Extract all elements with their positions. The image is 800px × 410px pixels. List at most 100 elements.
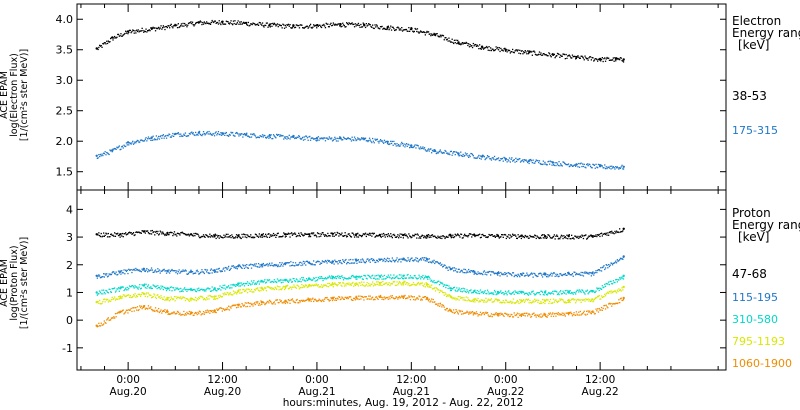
data-point (125, 287, 127, 289)
data-point (124, 273, 126, 275)
data-point (110, 273, 113, 276)
data-point (571, 274, 573, 276)
data-point (613, 233, 615, 235)
data-point (593, 274, 595, 276)
data-point (365, 296, 367, 298)
data-point (182, 269, 184, 271)
data-point (114, 148, 117, 150)
data-point (477, 271, 479, 273)
data-point (133, 142, 135, 144)
data-point (366, 258, 368, 260)
data-point (250, 304, 253, 306)
data-point (320, 26, 323, 29)
data-point (166, 134, 168, 137)
series-point (473, 289, 476, 293)
data-point (99, 155, 101, 158)
data-point (360, 259, 362, 261)
data-point (336, 297, 338, 299)
data-point (467, 297, 469, 299)
data-point (349, 234, 351, 237)
data-point (330, 232, 332, 234)
data-point (535, 299, 537, 302)
data-point (503, 48, 505, 50)
data-point (541, 291, 544, 293)
data-point (123, 144, 125, 146)
data-point (278, 236, 280, 238)
data-point (498, 159, 500, 162)
data-point (496, 48, 498, 50)
data-point (132, 296, 134, 298)
data-point (106, 318, 109, 320)
data-point (578, 162, 580, 165)
data-point (449, 233, 451, 236)
data-point (546, 274, 548, 276)
data-point (433, 259, 435, 261)
data-point (372, 281, 374, 283)
data-point (239, 23, 242, 25)
data-point (388, 143, 390, 146)
data-point (226, 134, 228, 137)
data-point (414, 284, 416, 286)
data-point (479, 47, 482, 50)
data-point (259, 135, 261, 137)
data-point (421, 147, 423, 149)
data-point (288, 262, 290, 264)
data-point (412, 235, 415, 237)
data-point (375, 139, 377, 141)
data-point (460, 233, 463, 236)
data-point (211, 134, 213, 136)
data-point (401, 233, 403, 235)
data-point (313, 24, 315, 26)
data-point (577, 289, 579, 291)
data-point (491, 157, 493, 159)
data-point (114, 296, 116, 298)
data-point (621, 59, 623, 62)
data-point (435, 152, 437, 155)
data-point (491, 271, 493, 273)
data-point (242, 136, 244, 138)
data-point (392, 144, 394, 146)
data-point (245, 266, 247, 268)
data-point (447, 310, 449, 312)
data-point (174, 289, 176, 291)
data-point (159, 27, 161, 29)
data-point (499, 314, 501, 316)
data-point (537, 54, 539, 56)
data-point (399, 233, 401, 235)
data-point (344, 26, 346, 28)
data-point (232, 284, 234, 286)
data-point (268, 302, 270, 304)
data-point (427, 298, 429, 301)
data-point (212, 296, 214, 298)
data-point (234, 237, 236, 239)
data-point (254, 265, 257, 267)
series-point (575, 55, 578, 59)
data-point (174, 313, 176, 315)
data-point (434, 282, 436, 284)
data-point (516, 291, 518, 293)
data-point (434, 262, 436, 265)
data-point (622, 168, 624, 170)
data-point (368, 139, 370, 142)
data-point (442, 152, 444, 154)
data-point (281, 302, 283, 304)
data-point (597, 234, 599, 236)
data-point (502, 314, 504, 316)
series-point (402, 258, 405, 261)
data-point (177, 23, 179, 25)
data-point (212, 133, 214, 135)
data-point (243, 305, 245, 307)
data-point (372, 232, 374, 234)
data-point (379, 28, 381, 30)
data-point (365, 284, 367, 286)
data-point (585, 57, 587, 59)
data-point (576, 299, 578, 301)
data-point (527, 313, 530, 315)
data-point (449, 266, 451, 268)
data-point (556, 301, 559, 304)
data-point (453, 286, 456, 288)
data-point (184, 269, 187, 271)
data-point (265, 137, 268, 139)
data-point (202, 131, 205, 133)
